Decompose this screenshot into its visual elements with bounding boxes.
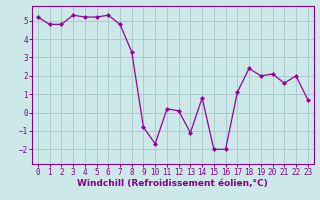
- X-axis label: Windchill (Refroidissement éolien,°C): Windchill (Refroidissement éolien,°C): [77, 179, 268, 188]
